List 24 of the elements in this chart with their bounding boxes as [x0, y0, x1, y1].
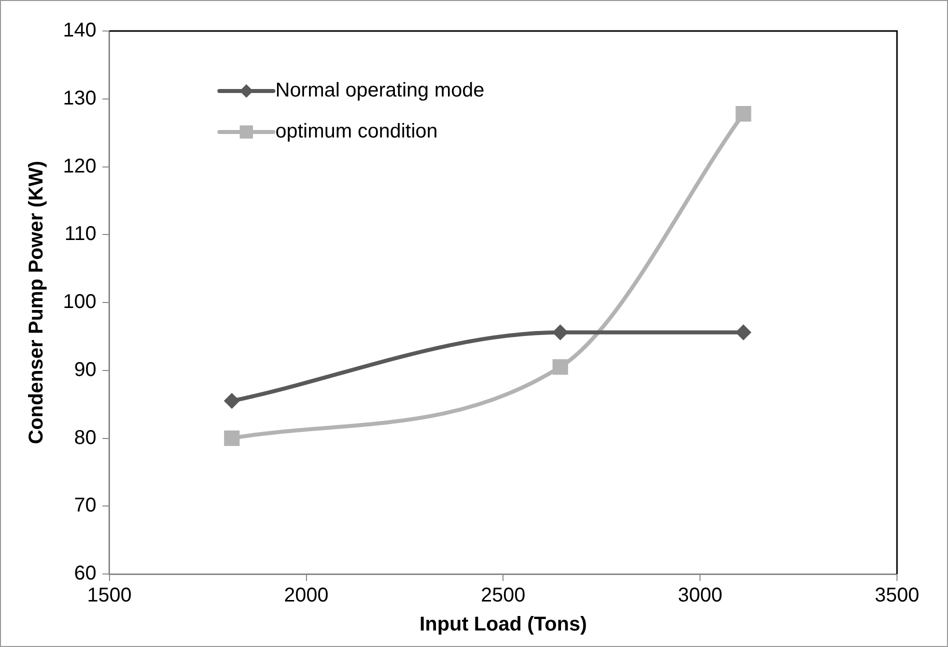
point — [552, 359, 568, 375]
y-tick-label: 130 — [62, 87, 96, 110]
y-tick-label: 80 — [74, 426, 96, 449]
x-tick-label: 2500 — [480, 584, 526, 607]
x-tick-label: 3500 — [874, 584, 920, 607]
y-tick-label: 140 — [62, 20, 96, 42]
x-tick-label: 3000 — [678, 584, 722, 607]
legend-label: Normal operating mode — [275, 80, 484, 102]
point — [552, 324, 568, 340]
y-tick-label: 120 — [62, 155, 96, 178]
point — [224, 430, 240, 446]
legend-label: optimum condition — [275, 120, 438, 143]
x-tick-label: 2000 — [284, 584, 329, 607]
y-axis-title: Condenser Pump Power (KW) — [26, 160, 48, 444]
y-tick-label: 70 — [74, 494, 96, 517]
y-tick-label: 110 — [64, 223, 96, 246]
y-tick-label: 60 — [74, 562, 96, 585]
point — [736, 106, 752, 122]
y-tick-label: 100 — [62, 291, 96, 314]
point — [735, 324, 752, 340]
x-tick-label: 1500 — [87, 584, 132, 607]
x-axis-title: Input Load (Tons) — [419, 614, 587, 636]
y-tick-label: 90 — [74, 358, 96, 381]
point — [224, 392, 240, 409]
